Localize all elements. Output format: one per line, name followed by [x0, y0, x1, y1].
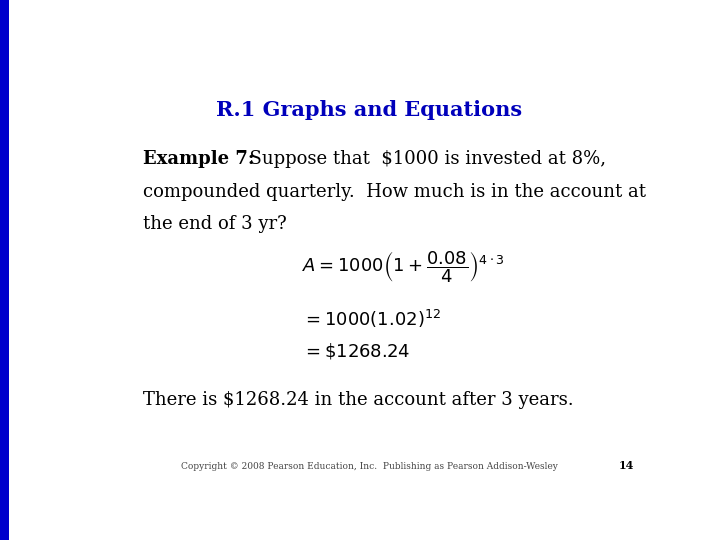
Text: 14: 14	[618, 461, 634, 471]
Text: $= 1000(1.02)^{12}$: $= 1000(1.02)^{12}$	[302, 308, 441, 330]
Text: R.1 Graphs and Equations: R.1 Graphs and Equations	[216, 100, 522, 120]
Text: $= \$1268.24$: $= \$1268.24$	[302, 341, 410, 361]
Text: There is $1268.24 in the account after 3 years.: There is $1268.24 in the account after 3…	[143, 391, 574, 409]
Text: Example 7:: Example 7:	[143, 150, 254, 168]
Text: Copyright © 2008 Pearson Education, Inc.  Publishing as Pearson Addison-Wesley: Copyright © 2008 Pearson Education, Inc.…	[181, 462, 557, 471]
Text: $A = 1000\left(1 + \dfrac{0.08}{4}\right)^{4 \cdot 3}$: $A = 1000\left(1 + \dfrac{0.08}{4}\right…	[302, 250, 505, 286]
Text: the end of 3 yr?: the end of 3 yr?	[143, 215, 287, 233]
Text: Suppose that  $1000 is invested at 8%,: Suppose that $1000 is invested at 8%,	[238, 150, 606, 168]
Text: compounded quarterly.  How much is in the account at: compounded quarterly. How much is in the…	[143, 183, 646, 201]
